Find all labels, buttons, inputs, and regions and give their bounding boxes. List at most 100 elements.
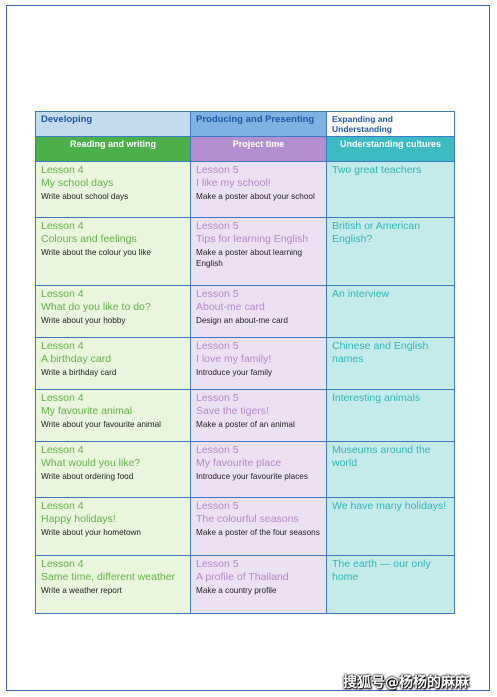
lesson-number: Lesson 4: [41, 392, 84, 404]
lesson-title: Save the tigers!: [196, 405, 269, 417]
header-producing-presenting: Producing and Presenting: [190, 111, 327, 137]
culture-topic: We have many holidays!: [332, 500, 447, 512]
header-row: Developing Producing and Presenting Expa…: [35, 111, 455, 137]
table-row: Lesson 4 What would you like? Write about …: [35, 441, 455, 498]
lesson-description: Write a birthday card: [41, 368, 117, 377]
table-row: Lesson 4 Colours and feelings Write about …: [35, 217, 455, 286]
lesson-description: Introduce your favourite places: [196, 472, 308, 481]
lesson-description: Make a poster about your school: [196, 192, 315, 201]
project-time-cell: Lesson 5 Save the tigers! Make a poster of…: [190, 389, 327, 442]
lesson-number: Lesson 4: [41, 558, 84, 570]
lesson-description: Write about your hobby: [41, 316, 126, 325]
subheader-understanding-cultures: Understanding cultures: [326, 136, 455, 162]
lesson-title: My school days: [41, 177, 114, 189]
lesson-description: Make a poster of an animal: [196, 420, 295, 429]
lesson-title: Happy holidays!: [41, 513, 116, 525]
lesson-title: The colourful seasons: [196, 513, 299, 525]
lesson-number: Lesson 5: [196, 558, 239, 570]
lesson-number: Lesson 5: [196, 340, 239, 352]
curriculum-table: Developing Producing and Presenting Expa…: [35, 111, 455, 614]
reading-writing-cell: Lesson 4 Colours and feelings Write about …: [35, 217, 191, 286]
lesson-description: Make a poster of the four seasons: [196, 528, 320, 537]
reading-writing-cell: Lesson 4 Happy holidays! Write about your …: [35, 497, 191, 556]
lesson-title: My favourite animal: [41, 405, 133, 417]
subheader-project-time: Project time: [190, 136, 327, 162]
subheader-row: Reading and writing Project time Underst…: [35, 136, 455, 162]
lesson-title: Same time, different weather: [41, 571, 176, 583]
culture-topic: An interview: [332, 288, 390, 300]
lesson-title: A birthday card: [41, 353, 112, 365]
lesson-number: Lesson 5: [196, 392, 239, 404]
culture-topic: Interesting animals: [332, 392, 421, 404]
lesson-title: Colours and feelings: [41, 233, 137, 245]
understanding-cultures-cell: The earth — our only home: [326, 555, 455, 614]
reading-writing-cell: Lesson 4 What would you like? Write about …: [35, 441, 191, 498]
lesson-description: Write about the colour you like: [41, 248, 151, 257]
lesson-title: What do you like to do?: [41, 301, 151, 313]
understanding-cultures-cell: Interesting animals: [326, 389, 455, 442]
watermark: 搜狐号@杨杨的麻麻: [343, 675, 469, 691]
culture-topic: British or American English?: [332, 220, 421, 245]
lesson-title: Tips for learning English: [196, 233, 309, 245]
lesson-number: Lesson 4: [41, 288, 84, 300]
lesson-title: What would you like?: [41, 457, 141, 469]
lesson-description: Write about your hometown: [41, 528, 141, 537]
understanding-cultures-cell: An interview: [326, 285, 455, 338]
lesson-number: Lesson 4: [41, 340, 84, 352]
table-row: Lesson 4 My school days Write about school…: [35, 161, 455, 218]
culture-topic: Chinese and English names: [332, 340, 429, 365]
lesson-number: Lesson 5: [196, 444, 239, 456]
project-time-cell: Lesson 5 The colourful seasons Make a post…: [190, 497, 327, 556]
lesson-description: Make a poster about learning English: [196, 248, 303, 268]
lesson-title: A profile of Thailand: [196, 571, 289, 583]
lesson-description: Write a weather report: [41, 586, 122, 595]
understanding-cultures-cell: Two great teachers: [326, 161, 455, 218]
lesson-title: I love my family!: [196, 353, 272, 365]
lesson-description: Make a country profile: [196, 586, 277, 595]
understanding-cultures-cell: We have many holidays!: [326, 497, 455, 556]
lesson-number: Lesson 5: [196, 288, 239, 300]
reading-writing-cell: Lesson 4 Same time, different weather Writ…: [35, 555, 191, 614]
reading-writing-cell: Lesson 4 My favourite animal Write about y…: [35, 389, 191, 442]
lesson-number: Lesson 4: [41, 500, 84, 512]
reading-writing-cell: Lesson 4 What do you like to do? Write abo…: [35, 285, 191, 338]
lesson-number: Lesson 5: [196, 220, 239, 232]
lesson-description: Write about school days: [41, 192, 129, 201]
lesson-number: Lesson 4: [41, 220, 84, 232]
header-developing: Developing: [35, 111, 191, 137]
culture-topic: Two great teachers: [332, 164, 422, 176]
lesson-description: Design an about-me card: [196, 316, 288, 325]
project-time-cell: Lesson 5 About-me card Design an about-me …: [190, 285, 327, 338]
header-expanding-understanding: Expanding and Understanding: [326, 111, 455, 137]
culture-topic: Museums around the world: [332, 444, 431, 469]
table-row: Lesson 4 Happy holidays! Write about your …: [35, 497, 455, 556]
lesson-title: My favourite place: [196, 457, 282, 469]
understanding-cultures-cell: British or American English?: [326, 217, 455, 286]
subheader-reading-writing: Reading and writing: [35, 136, 191, 162]
table-row: Lesson 4 What do you like to do? Write abo…: [35, 285, 455, 338]
culture-topic: The earth — our only home: [332, 558, 431, 583]
lesson-description: Write about your favourite animal: [41, 420, 161, 429]
project-time-cell: Lesson 5 My favourite place Introduce your…: [190, 441, 327, 498]
understanding-cultures-cell: Chinese and English names: [326, 337, 455, 390]
lesson-title: I like my school!: [196, 177, 271, 189]
lesson-number: Lesson 4: [41, 444, 84, 456]
lesson-number: Lesson 4: [41, 164, 84, 176]
lesson-title: About-me card: [196, 301, 265, 313]
table-body: Lesson 4 My school days Write about school…: [35, 161, 455, 614]
project-time-cell: Lesson 5 Tips for learning English Make a …: [190, 217, 327, 286]
lesson-number: Lesson 5: [196, 500, 239, 512]
table-row: Lesson 4 My favourite animal Write about y…: [35, 389, 455, 442]
understanding-cultures-cell: Museums around the world: [326, 441, 455, 498]
lesson-description: Introduce your family: [196, 368, 272, 377]
lesson-description: Write about ordering food: [41, 472, 134, 481]
reading-writing-cell: Lesson 4 My school days Write about school…: [35, 161, 191, 218]
table-row: Lesson 4 Same time, different weather Writ…: [35, 555, 455, 614]
lesson-number: Lesson 5: [196, 164, 239, 176]
page-frame: [6, 5, 490, 691]
